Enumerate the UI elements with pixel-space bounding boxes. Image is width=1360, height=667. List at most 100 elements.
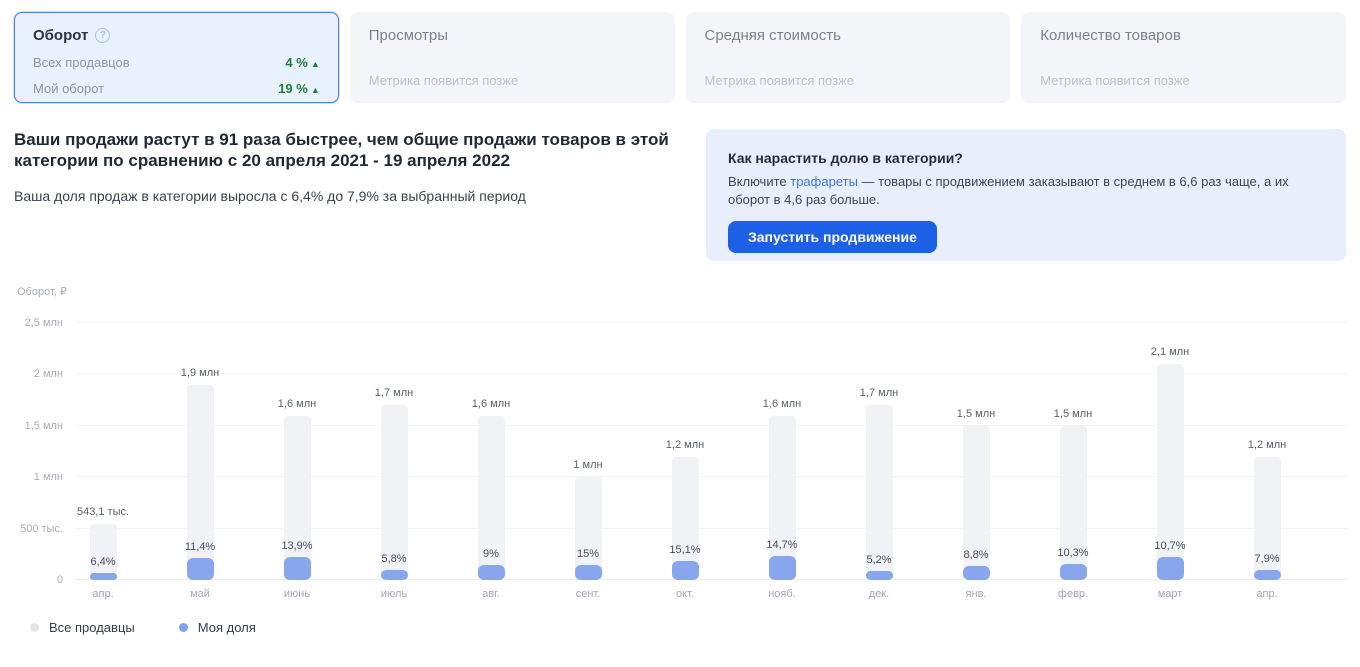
metric-value: 4 % ▲	[285, 55, 320, 70]
share-percent-label: 10,3%	[1057, 547, 1089, 560]
y-tick-label: 0	[56, 574, 63, 586]
promo-body-before: Включите	[728, 174, 791, 189]
x-axis-label: окт.	[676, 588, 694, 600]
x-axis-label: апр.	[92, 588, 114, 600]
card-title: Оборот ?	[33, 27, 320, 44]
my-share-bar	[1059, 564, 1087, 580]
total-value-label: 1,6 млн	[471, 397, 511, 410]
share-percent-label: 5,2%	[866, 553, 892, 566]
x-axis-label: июль	[380, 588, 408, 600]
metric-label: Мой оборот	[33, 81, 105, 96]
total-value-label: 1,5 млн	[1053, 407, 1093, 420]
share-percent-label: 7,9%	[1254, 553, 1280, 566]
tab-card-views[interactable]: Просмотры Метрика появится позже	[349, 12, 675, 103]
my-share-bar	[865, 570, 893, 580]
total-turnover-bar	[283, 415, 311, 580]
my-share-bar	[283, 557, 311, 580]
total-value-label: 1,9 млн	[180, 366, 220, 379]
legend-label: Все продавцы	[49, 620, 135, 635]
total-turnover-bar	[477, 415, 505, 580]
templates-link[interactable]: трафареты	[790, 174, 858, 189]
gridline	[75, 579, 1348, 580]
total-turnover-bar	[962, 425, 990, 580]
x-axis-label: февр.	[1057, 588, 1089, 600]
x-axis-label: сент.	[575, 588, 601, 600]
x-axis-label: июнь	[283, 588, 311, 600]
share-percent-label: 6,4%	[90, 556, 116, 568]
tab-card-product-count[interactable]: Количество товаров Метрика появится позж…	[1021, 12, 1346, 103]
total-value-label: 543,1 тыс.	[76, 506, 130, 519]
share-percent-label: 15%	[576, 547, 600, 560]
legend-item-all-sellers[interactable]: Все продавцы	[30, 620, 135, 635]
y-tick-label: 2 млн	[33, 368, 63, 381]
turnover-chart: Оборот, ₽ 0 500 тыс. 1 млн 1,5 млн 2 млн 2,5 …	[0, 285, 1360, 635]
total-turnover-bar	[574, 477, 602, 580]
legend-item-my-share[interactable]: Моя доля	[178, 620, 256, 635]
x-axis-label: май	[190, 588, 210, 600]
my-share-bar	[89, 573, 117, 580]
share-percent-label: 10,7%	[1154, 539, 1186, 552]
y-tick-label: 1 млн	[33, 471, 63, 484]
total-turnover-bar	[1059, 425, 1087, 580]
legend-label: Моя доля	[197, 620, 256, 635]
chart-legend: Все продавцы Моя доля	[30, 620, 1360, 635]
metric-value: 19 % ▲	[278, 81, 320, 96]
card-title-label: Просмотры	[368, 27, 449, 44]
share-percent-label: 15,1%	[669, 544, 701, 557]
my-share-bar	[477, 565, 505, 580]
share-percent-label: 9%	[483, 548, 499, 561]
total-value-label: 1,2 млн	[1247, 438, 1287, 451]
tab-card-turnover[interactable]: Оборот ? Всех продавцов 4 % ▲ Мой оборот …	[14, 12, 339, 103]
y-tick-label: 2,5 млн	[24, 317, 63, 329]
my-share-bar	[380, 569, 408, 580]
total-value-label: 1,6 млн	[762, 397, 802, 410]
share-percent-label: 11,4%	[184, 540, 216, 553]
gridline	[75, 527, 1348, 529]
promo-body: Включите трафареты — товары с продвижени…	[728, 173, 1324, 209]
help-icon[interactable]: ?	[95, 28, 111, 43]
x-axis-label: дек.	[868, 588, 890, 600]
share-percent-label: 13,9%	[281, 540, 313, 553]
my-share-bar	[962, 566, 990, 580]
insight-subtext: Ваша доля продаж в категории выросла с 6…	[14, 188, 526, 204]
metric-placeholder: Метрика появится позже	[368, 73, 519, 88]
gridline	[75, 322, 1348, 323]
card-title: Количество товаров	[1040, 27, 1327, 44]
total-value-label: 2,1 млн	[1150, 346, 1190, 359]
total-turnover-bar	[1156, 364, 1184, 580]
x-axis-label: авг.	[482, 588, 500, 600]
total-value-label: 1,2 млн	[665, 438, 705, 451]
total-value-label: 1,7 млн	[859, 387, 899, 400]
card-title: Средняя стоимость	[705, 27, 992, 44]
my-share-bar	[671, 561, 699, 580]
x-axis-label: март	[1157, 588, 1183, 600]
gridline	[75, 424, 1348, 426]
my-share-bar	[768, 555, 796, 580]
plot-area: 0 500 тыс. 1 млн 1,5 млн 2 млн 2,5 млн 543,1 т…	[20, 317, 1348, 600]
card-title-label: Оборот	[33, 27, 89, 44]
trend-up-icon: ▲	[310, 85, 320, 95]
total-value-label: 1 млн	[573, 459, 603, 472]
gridline	[75, 373, 1348, 375]
total-value-label: 1,6 млн	[277, 397, 317, 410]
insight-headline: Ваши продажи растут в 91 раза быстрее, ч…	[14, 130, 669, 170]
my-share-bar	[186, 557, 214, 580]
total-turnover-bar	[865, 405, 893, 580]
tab-card-avg-price[interactable]: Средняя стоимость Метрика появится позже	[685, 12, 1011, 103]
share-percent-label: 5,8%	[381, 552, 407, 565]
share-percent-label: 14,7%	[766, 538, 798, 551]
metric-row: Всех продавцов 4 % ▲	[33, 55, 320, 70]
total-turnover-bar	[380, 405, 408, 580]
y-tick-label: 500 тыс.	[20, 522, 63, 535]
total-turnover-bar	[1253, 456, 1281, 580]
promo-title: Как нарастить долю в категории?	[728, 150, 963, 166]
y-axis-title: Оборот, ₽	[17, 286, 67, 298]
total-turnover-bar	[768, 415, 796, 580]
gridline	[75, 476, 1348, 478]
insight-row: Ваши продажи растут в 91 раза быстрее, ч…	[14, 129, 1346, 261]
promo-body-after: — товары с продвижением заказывают в сре…	[728, 174, 1289, 207]
start-promotion-button[interactable]: Запустить продвижение	[728, 221, 937, 253]
x-axis-label: нояб.	[768, 588, 796, 600]
total-turnover-bar	[186, 384, 214, 580]
trend-up-icon: ▲	[310, 59, 320, 69]
